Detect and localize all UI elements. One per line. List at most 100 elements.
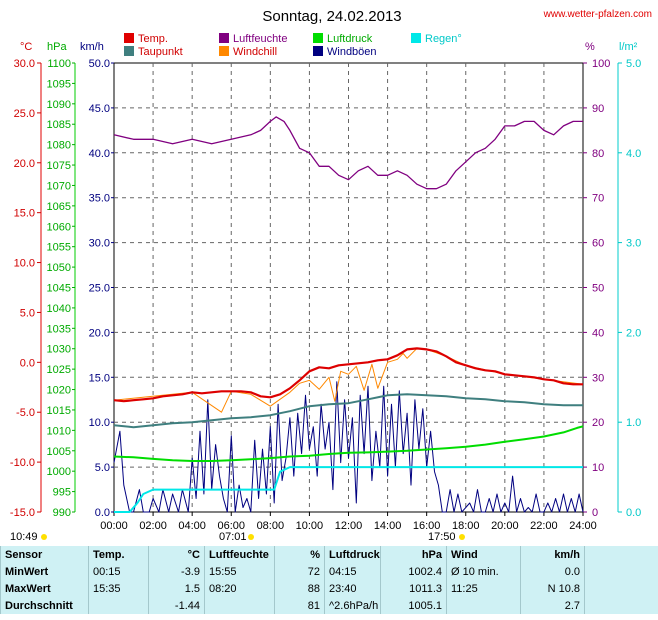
pressure-tick-label: 1095 — [47, 78, 71, 90]
time-tick-label: 08:00 — [257, 520, 285, 532]
legend-label: Regen° — [425, 33, 462, 45]
temp-tick-label: 30.0 — [14, 58, 35, 70]
stats-table: Sensor Temp. °C Luftfeuchte% Luftdruck hPa Win… — [0, 546, 658, 614]
pressure-tick-label: 1000 — [47, 466, 71, 478]
rain-tick-label: 4.0 — [626, 148, 641, 160]
day-length-label: 10:49 — [10, 531, 38, 543]
legend-label: Luftdruck — [327, 33, 373, 45]
time-tick-label: 00:00 — [100, 520, 128, 532]
legend-swatch — [124, 46, 134, 56]
unit-wind: km/h — [80, 41, 104, 53]
table-cell: 15:55 — [204, 563, 275, 580]
wind-tick-label: 50.0 — [89, 58, 110, 70]
time-tick-label: 16:00 — [413, 520, 441, 532]
series — [113, 116, 584, 513]
table-cell: 04:15 — [324, 563, 381, 580]
temp-tick-label: 20.0 — [14, 158, 35, 170]
legend-swatch — [313, 46, 323, 56]
table-cell: °C — [148, 546, 205, 563]
table-cell: 08:20 — [204, 580, 275, 597]
legend-item-humidity: Luftfeuchte — [219, 33, 287, 45]
time-tick-label: 12:00 — [335, 520, 363, 532]
table-cell: 1005.1 — [380, 597, 447, 614]
rain-tick-label: 2.0 — [626, 327, 641, 339]
pressure-tick-label: 1040 — [47, 303, 71, 315]
table-cell: 1.5 — [148, 580, 205, 597]
table-row: MinWert 00:15 -3.9 15:55 72 04:15 1002.4 Ø 10 m… — [0, 563, 658, 580]
rain-tick-label: 1.0 — [626, 417, 641, 429]
row-label: MaxWert — [0, 580, 89, 597]
table-cell: -1.44 — [148, 597, 205, 614]
legend-swatch — [411, 33, 421, 43]
wind-tick-label: 10.0 — [89, 417, 110, 429]
time-tick-label: 22:00 — [530, 520, 558, 532]
grid — [113, 62, 584, 513]
time-tick-label: 20:00 — [491, 520, 519, 532]
day-length-icon — [41, 534, 47, 540]
table-cell: 0.0 — [520, 563, 585, 580]
unit-rain: l/m² — [619, 41, 638, 53]
table-cell: Ø 10 min. — [446, 563, 521, 580]
table-cell: ^2.6hPa/h — [324, 597, 381, 614]
legend-item-temp: Temp. — [124, 33, 168, 45]
temp-tick-label: 15.0 — [14, 208, 35, 220]
table-cell: 88 — [274, 580, 325, 597]
legend-label: Luftfeuchte — [233, 33, 287, 45]
table-cell: Luftfeuchte — [204, 546, 275, 563]
pressure-tick-label: 1080 — [47, 140, 71, 152]
pressure-tick-label: 1015 — [47, 405, 71, 417]
table-cell — [88, 597, 149, 614]
legend-item-rain: Regen° — [411, 33, 462, 45]
sunset-label: 17:50 — [428, 531, 456, 543]
wind-tick-label: 5.0 — [95, 462, 110, 474]
sunrise-label: 07:01 — [219, 531, 247, 543]
pressure-tick-label: 1090 — [47, 99, 71, 111]
time-tick-label: 02:00 — [139, 520, 167, 532]
rain-line — [114, 466, 583, 513]
humidity-line — [113, 116, 583, 190]
legend-swatch — [313, 33, 323, 43]
humidity-tick-label: 60 — [592, 238, 604, 250]
wind-tick-label: 0.0 — [95, 507, 110, 519]
pressure-tick-label: 1060 — [47, 221, 71, 233]
pressure-tick-label: 1045 — [47, 283, 71, 295]
table-cell-empty — [584, 580, 658, 597]
table-cell: % — [274, 546, 325, 563]
table-cell: hPa — [380, 546, 447, 563]
table-cell: 81 — [274, 597, 325, 614]
legend-item-windchill: Windchill — [219, 46, 277, 58]
row-label: Durchschnitt — [0, 597, 89, 614]
legend-swatch — [219, 46, 229, 56]
table-cell-empty — [584, 597, 658, 614]
time-tick-label: 04:00 — [178, 520, 206, 532]
table-cell — [446, 597, 521, 614]
time-tick-label: 18:00 — [452, 520, 480, 532]
pressure-tick-label: 1050 — [47, 262, 71, 274]
pressure-tick-label: 990 — [53, 507, 71, 519]
rain-tick-label: 3.0 — [626, 238, 641, 250]
unit-temp: °C — [20, 41, 32, 53]
table-cell: 15:35 — [88, 580, 149, 597]
site-link[interactable]: www.wetter-pfalzen.com — [543, 9, 652, 20]
table-cell-empty — [584, 563, 658, 580]
temp-tick-label: 25.0 — [14, 108, 35, 120]
table-header-row: Sensor Temp. °C Luftfeuchte% Luftdruck hPa Win… — [0, 546, 658, 563]
table-cell: N 10.8 — [520, 580, 585, 597]
temp-tick-label: 0.0 — [20, 357, 35, 369]
dewpoint-line — [113, 393, 583, 429]
pressure-tick-label: 1010 — [47, 425, 71, 437]
legend-label: Temp. — [138, 33, 168, 45]
temp-tick-label: 5.0 — [20, 307, 35, 319]
temp-tick-label: -15.0 — [10, 507, 35, 519]
pressure-tick-label: 1005 — [47, 446, 71, 458]
table-cell: Temp. — [88, 546, 149, 563]
axes: 30.0 25.0 20.0 15.0 10.0 5.0 0.0 -5.0 -10.0 -15.0… — [10, 58, 641, 532]
chart-title: Sonntag, 24.02.2013 — [262, 8, 401, 25]
table-cell: Luftdruck — [324, 546, 381, 563]
table-cell-empty — [584, 546, 658, 563]
wind-tick-label: 40.0 — [89, 148, 110, 160]
humidity-tick-label: 50 — [592, 283, 604, 295]
pressure-tick-label: 1065 — [47, 201, 71, 213]
pressure-tick-label: 1085 — [47, 119, 71, 131]
humidity-tick-label: 0 — [592, 507, 598, 519]
